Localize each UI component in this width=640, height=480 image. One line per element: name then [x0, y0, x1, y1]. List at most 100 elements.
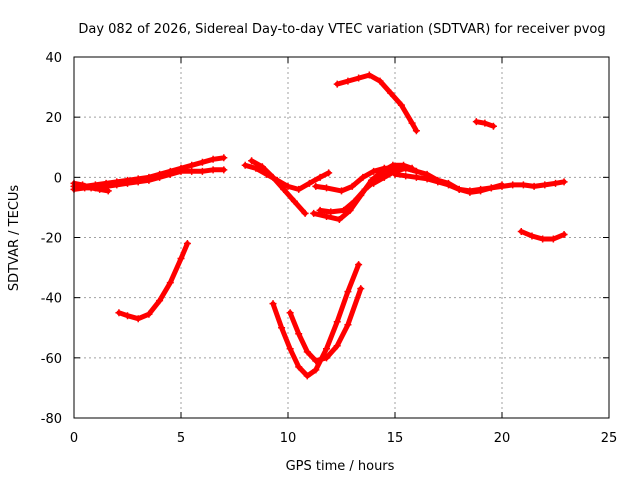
- data-point: [333, 318, 341, 326]
- data-point: [188, 161, 196, 169]
- data-point: [560, 230, 568, 238]
- data-point: [290, 197, 298, 205]
- data-point: [79, 181, 87, 189]
- series-s7: [269, 261, 363, 380]
- y-tick-label: 40: [45, 51, 62, 66]
- data-point: [96, 185, 104, 193]
- data-point: [402, 164, 410, 172]
- data-point: [295, 363, 303, 371]
- y-tick-label: -80: [41, 412, 62, 427]
- data-point: [323, 184, 331, 192]
- data-point: [498, 181, 506, 189]
- data-point: [301, 209, 309, 217]
- series-s12: [333, 71, 420, 135]
- data-point: [104, 187, 112, 195]
- data-point: [286, 345, 294, 353]
- x-axis-label: GPS time / hours: [286, 459, 395, 474]
- series-trace: [249, 158, 308, 216]
- series-s16: [517, 227, 568, 243]
- x-tick-label: 25: [601, 431, 618, 446]
- data-point: [156, 173, 164, 181]
- data-point: [370, 167, 378, 175]
- data-point: [156, 297, 164, 305]
- series-s15: [472, 118, 497, 130]
- data-point: [134, 315, 142, 323]
- series-trace: [334, 72, 419, 134]
- data-point: [397, 101, 405, 109]
- data-point: [487, 184, 495, 192]
- x-tick-label: 15: [387, 431, 404, 446]
- data-point: [423, 175, 431, 183]
- data-point: [198, 158, 206, 166]
- series-s14: [391, 170, 506, 195]
- data-point: [340, 206, 348, 214]
- data-point: [323, 354, 331, 362]
- x-tick-label: 10: [280, 431, 297, 446]
- data-point: [472, 118, 480, 126]
- y-tick-label: -60: [41, 352, 62, 367]
- data-point: [177, 167, 185, 175]
- data-point: [355, 261, 363, 269]
- data-point: [278, 324, 286, 332]
- data-point: [408, 119, 416, 127]
- data-point: [344, 288, 352, 296]
- data-point: [338, 187, 345, 195]
- data-point: [269, 173, 277, 181]
- data-point: [344, 321, 352, 329]
- data-point: [316, 173, 324, 181]
- data-point: [113, 181, 121, 189]
- data-point: [477, 185, 485, 193]
- data-point: [295, 330, 303, 338]
- data-point: [312, 182, 320, 190]
- x-tick-label: 20: [494, 431, 511, 446]
- data-point: [412, 127, 420, 135]
- data-point: [549, 235, 557, 243]
- data-point: [541, 181, 549, 189]
- x-tick-label: 0: [70, 431, 78, 446]
- data-point: [412, 167, 420, 175]
- data-point: [455, 185, 463, 193]
- data-point: [509, 181, 517, 189]
- data-point: [333, 342, 341, 350]
- data-point: [145, 310, 153, 318]
- data-point: [248, 157, 256, 165]
- data-point: [528, 232, 536, 240]
- data-point: [489, 122, 497, 130]
- grid: [74, 57, 609, 418]
- data-point: [310, 209, 318, 217]
- y-tick-label: -20: [41, 232, 62, 247]
- data-point: [220, 166, 228, 174]
- data-point: [560, 178, 568, 186]
- chart-title: Day 082 of 2026, Sidereal Day-to-day VTE…: [78, 22, 605, 37]
- x-tick-label: 5: [177, 431, 185, 446]
- data-point: [370, 179, 378, 187]
- data-point: [361, 185, 369, 193]
- data-point: [327, 208, 335, 216]
- y-tick-label: 20: [45, 111, 62, 126]
- data-point: [284, 182, 292, 190]
- data-point: [269, 300, 277, 308]
- data-point: [357, 285, 365, 293]
- data-point: [323, 212, 331, 220]
- data-point: [209, 155, 217, 163]
- data-point: [124, 312, 131, 320]
- data-point: [323, 345, 331, 353]
- data-point: [539, 235, 547, 243]
- y-tick-label: 0: [54, 171, 62, 186]
- data-point: [387, 89, 395, 97]
- data-point: [220, 154, 228, 162]
- series-s8: [286, 285, 365, 365]
- data-point: [344, 77, 352, 85]
- data-point: [530, 182, 538, 190]
- data-point: [286, 309, 294, 317]
- data-point: [333, 80, 341, 88]
- data-point: [376, 77, 384, 85]
- data-point: [177, 255, 185, 263]
- data-point: [380, 164, 388, 172]
- data-point: [166, 279, 174, 287]
- data-point: [305, 179, 313, 187]
- data-point: [434, 178, 442, 186]
- data-point: [519, 181, 527, 189]
- data-point: [481, 119, 489, 127]
